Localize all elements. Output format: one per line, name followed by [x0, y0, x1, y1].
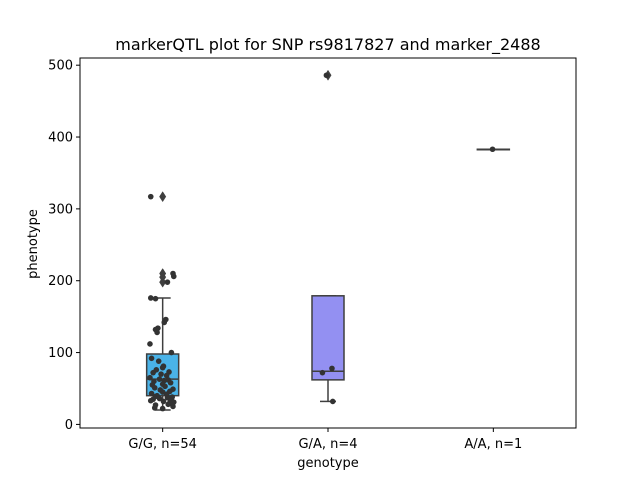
data-point: [323, 72, 330, 79]
x-tick-label: G/G, n=54: [128, 437, 196, 452]
data-point: [147, 295, 154, 301]
data-point: [148, 355, 155, 362]
data-point: [319, 369, 326, 376]
data-point: [329, 365, 335, 372]
data-point: [148, 390, 155, 397]
data-point: [159, 364, 166, 371]
data-point: [152, 295, 159, 302]
data-point: [147, 397, 154, 404]
data-point: [147, 193, 154, 200]
y-tick-label: 0: [65, 418, 73, 433]
data-point: [165, 401, 172, 408]
data-point: [151, 384, 158, 391]
data-point: [147, 374, 153, 381]
data-point: [329, 398, 336, 405]
box-body: [311, 295, 345, 381]
data-point: [160, 398, 167, 405]
x-tick-label: G/A, n=4: [298, 437, 357, 452]
data-point: [156, 395, 163, 402]
data-point: [163, 372, 170, 379]
data-point: [164, 279, 171, 285]
data-point: [170, 403, 176, 410]
y-axis-label: phenotype: [26, 209, 41, 279]
plot-area: 0 100 200 300 400 500 G/G, n=54 G/A, n=4 A/A, n=…: [48, 59, 522, 452]
y-tick-label: 200: [48, 274, 73, 289]
data-point: [147, 341, 153, 347]
data-point: [154, 329, 160, 336]
data-point: [162, 383, 168, 390]
data-point: [489, 146, 496, 153]
data-point: [155, 358, 162, 364]
data-point: [167, 379, 174, 386]
outlier-marker: [159, 276, 167, 288]
plot-frame: [79, 57, 577, 429]
y-tick-label: 300: [48, 202, 73, 217]
data-point: [168, 349, 175, 356]
y-tick-label: 100: [48, 346, 73, 361]
data-point: [161, 319, 168, 326]
chart-title: markerQTL plot for SNP rs9817827 and mar…: [115, 35, 540, 55]
data-point: [159, 405, 166, 412]
data-point: [170, 273, 177, 280]
outlier-marker: [159, 191, 167, 203]
data-point: [151, 405, 158, 411]
data-point: [156, 376, 163, 382]
x-axis-label: genotype: [297, 456, 358, 471]
y-tick-label: 400: [48, 131, 73, 146]
x-tick-label: A/A, n=1: [464, 437, 522, 452]
y-tick-label: 500: [48, 59, 73, 74]
data-point: [150, 369, 156, 376]
data-point: [158, 371, 164, 377]
